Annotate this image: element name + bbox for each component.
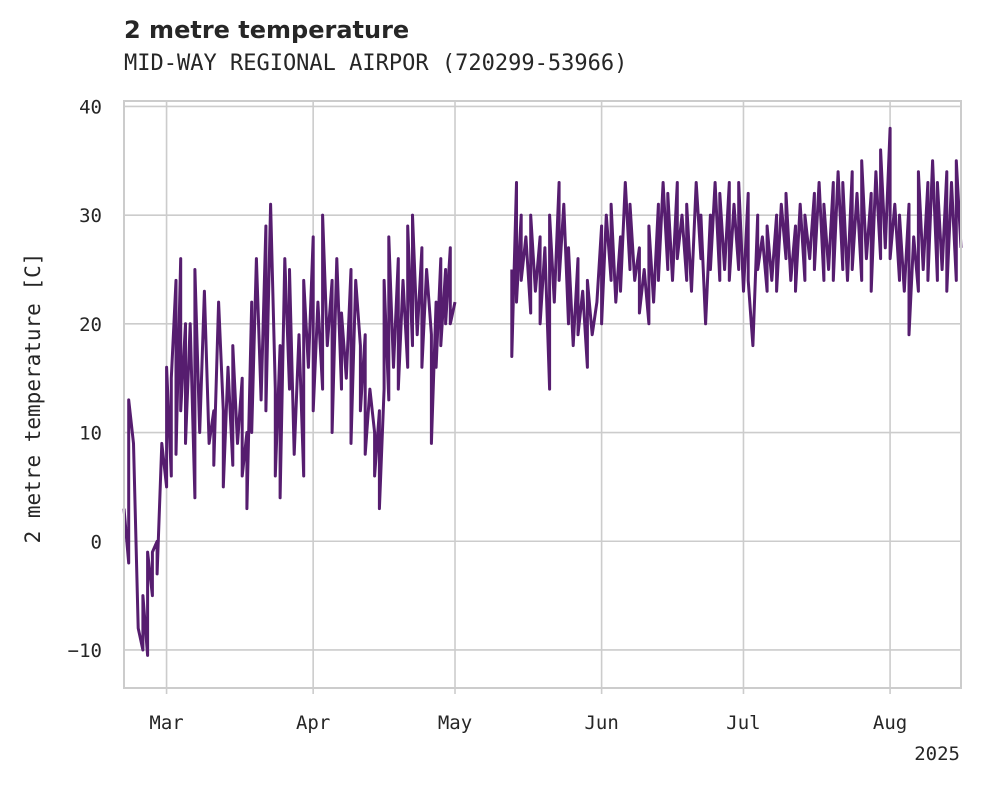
x-tick-labels: Mar Apr May Jun Jul Aug [149,712,907,734]
y-tick-label: 30 [79,205,102,227]
x-tick-label-mar: Mar [149,712,183,734]
tick-marks [165,688,891,694]
x-axis-year-label: 2025 [914,743,960,765]
y-tick-label: 40 [79,96,102,118]
x-tick-label-jun: Jun [584,712,618,734]
y-tick-label: −10 [68,640,102,662]
x-tick-label-may: May [438,712,472,734]
series-lines [122,126,963,657]
chart-title: 2 metre temperature [124,16,410,44]
chart-subtitle: MID-WAY REGIONAL AIRPOR (720299-53966) [124,51,628,76]
temperature-series-line-segment-1 [122,202,457,657]
y-tick-label: 0 [91,531,102,553]
y-tick-labels: −10 0 10 20 30 40 [68,96,102,662]
y-tick-label: 10 [79,423,102,445]
y-tick-label: 20 [79,314,102,336]
y-axis-label: 2 metre temperature [C] [21,253,45,544]
x-tick-label-aug: Aug [873,712,907,734]
x-tick-label-jul: Jul [726,712,760,734]
temperature-series-line-segment-2 [510,126,963,391]
plot-frame [123,100,962,689]
x-tick-label-apr: Apr [296,712,330,734]
